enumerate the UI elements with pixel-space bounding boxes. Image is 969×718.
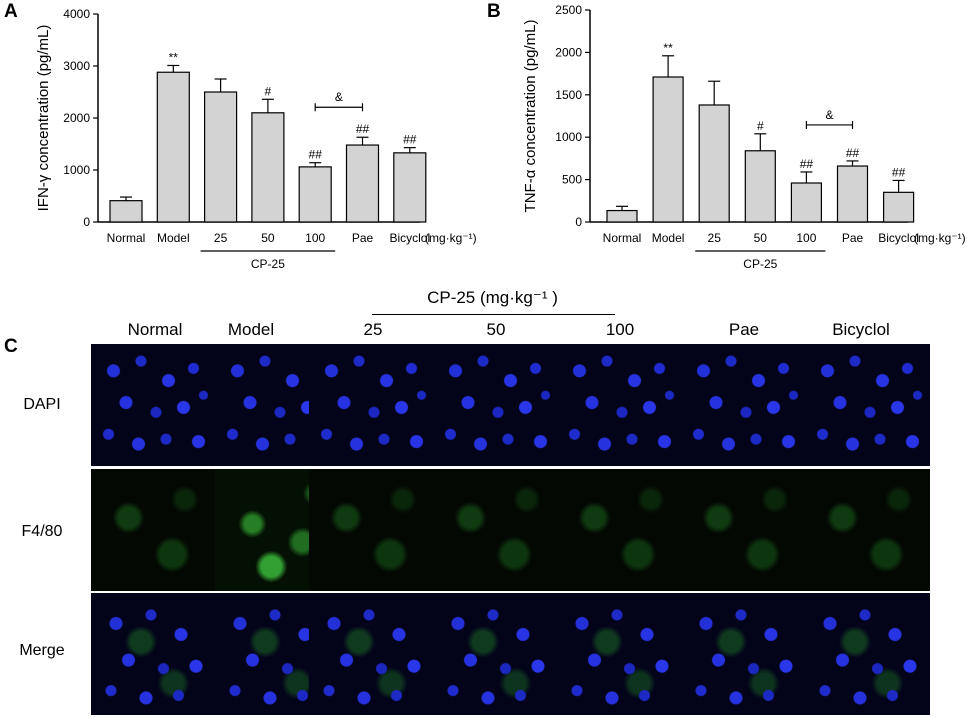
bar-model bbox=[652, 76, 684, 223]
micrograph-dapi-bicyclol bbox=[805, 344, 930, 466]
chart-a-ifn-gamma: 0 1000 2000 3000 4000 IFN-γ concentration (pg… bbox=[35, 7, 477, 271]
bar-bicyclol bbox=[882, 191, 915, 223]
x-tick-label: 50 bbox=[261, 231, 275, 245]
micrograph-dapi-50 bbox=[433, 344, 558, 466]
significance-marker: # bbox=[757, 119, 764, 133]
micrograph-f480-100 bbox=[557, 469, 682, 591]
col-label-50: 50 bbox=[486, 320, 506, 339]
group-label: CP-25 bbox=[251, 257, 285, 271]
row-label-dapi: DAPI bbox=[23, 396, 61, 413]
micrograph-merge-normal bbox=[91, 593, 216, 715]
micrograph-f480-bicyclol bbox=[805, 469, 930, 591]
x-tick-label: Normal bbox=[107, 231, 146, 245]
micrograph-dapi-100 bbox=[557, 344, 682, 466]
y-tick-label: 2000 bbox=[63, 111, 90, 125]
col-label-normal: Normal bbox=[127, 320, 183, 339]
chart-b-y-label: TNF-α concentration (pg/mL) bbox=[522, 20, 539, 213]
y-tick-label: 4000 bbox=[63, 7, 90, 21]
row-label-merge: Merge bbox=[19, 642, 65, 659]
y-tick-label: 3000 bbox=[63, 59, 90, 73]
bar-100 bbox=[298, 166, 332, 223]
y-tick-label: 2500 bbox=[555, 3, 582, 17]
micrograph-dapi-pae bbox=[681, 344, 806, 466]
significance-marker: ## bbox=[846, 146, 860, 160]
bar-pae bbox=[836, 165, 869, 223]
group-label: CP-25 bbox=[743, 257, 777, 271]
row-label-f480: F4/80 bbox=[21, 523, 63, 540]
micrograph-dapi-normal bbox=[91, 344, 216, 466]
x-tick-label: Bicyclol bbox=[389, 231, 430, 245]
bar-bicyclol bbox=[393, 152, 427, 223]
col-label-bicyclol: Bicyclol bbox=[832, 320, 890, 339]
chart-a-unit-label: (mg·kg⁻¹) bbox=[425, 231, 477, 245]
significance-marker: ## bbox=[309, 148, 323, 162]
panel-label-c: C bbox=[4, 336, 18, 357]
significance-marker: ## bbox=[356, 122, 370, 136]
bar-25 bbox=[204, 91, 238, 223]
micrograph-dapi-25 bbox=[309, 344, 434, 466]
col-label-pae: Pae bbox=[728, 320, 760, 339]
col-label-100: 100 bbox=[605, 320, 635, 339]
micrograph-f480-normal bbox=[91, 469, 216, 591]
significance-marker: ** bbox=[663, 41, 673, 55]
micrograph-merge-100 bbox=[557, 593, 682, 715]
bar-normal bbox=[606, 209, 638, 223]
bar-pae bbox=[345, 144, 380, 223]
x-tick-label: 50 bbox=[754, 231, 768, 245]
y-tick-label: 1000 bbox=[555, 130, 582, 144]
y-tick-label: 0 bbox=[575, 215, 582, 229]
bar-50 bbox=[251, 112, 285, 223]
micrograph-f480-pae bbox=[681, 469, 806, 591]
x-tick-label: Pae bbox=[842, 231, 864, 245]
y-tick-label: 1000 bbox=[63, 163, 90, 177]
significance-marker: ## bbox=[892, 165, 906, 179]
micrograph-f480-50 bbox=[433, 469, 558, 591]
panel-label-b: B bbox=[487, 1, 501, 22]
x-tick-label: Pae bbox=[352, 231, 374, 245]
x-tick-label: 25 bbox=[708, 231, 722, 245]
col-label-25: 25 bbox=[363, 320, 383, 339]
x-tick-label: Model bbox=[652, 231, 685, 245]
bar-model bbox=[156, 71, 190, 223]
comparison-marker: & bbox=[335, 90, 343, 104]
x-tick-label: 100 bbox=[796, 231, 816, 245]
x-tick-label: 100 bbox=[305, 231, 325, 245]
significance-marker: ## bbox=[800, 157, 814, 171]
col-label-model: Model bbox=[227, 320, 275, 339]
chart-b-unit-label: (mg·kg⁻¹) bbox=[914, 231, 966, 245]
bar-100 bbox=[790, 182, 823, 223]
micrograph-f480-25 bbox=[309, 469, 434, 591]
y-tick-label: 1500 bbox=[555, 88, 582, 102]
comparison-marker: & bbox=[825, 108, 833, 122]
chart-a-y-label: IFN-γ concentration (pg/mL) bbox=[35, 25, 52, 212]
y-tick-label: 0 bbox=[83, 215, 90, 229]
bar-25 bbox=[698, 104, 730, 223]
bar-normal bbox=[109, 200, 143, 223]
x-tick-label: Model bbox=[157, 231, 190, 245]
y-tick-label: 500 bbox=[562, 173, 582, 187]
x-tick-label: Bicyclol bbox=[878, 231, 919, 245]
micrograph-merge-bicyclol bbox=[805, 593, 930, 715]
panel-label-a: A bbox=[4, 1, 18, 22]
panel-c-immunofluorescence: C CP-25 (mg·kg⁻¹ ) Normal Model 25 50 10… bbox=[0, 280, 969, 718]
significance-marker: ** bbox=[169, 50, 179, 64]
micrograph-merge-pae bbox=[681, 593, 806, 715]
micrograph-merge-25 bbox=[309, 593, 434, 715]
x-tick-label: Normal bbox=[603, 231, 642, 245]
bar-50 bbox=[744, 150, 776, 223]
significance-marker: ## bbox=[403, 133, 417, 147]
cp25-group-line bbox=[372, 314, 615, 315]
micrograph-merge-50 bbox=[433, 593, 558, 715]
y-tick-label: 2000 bbox=[555, 45, 582, 59]
chart-b-tnf-alpha: 0 500 1000 1500 2000 2500 TNF-α concentration … bbox=[522, 3, 966, 271]
x-tick-label: 25 bbox=[214, 231, 228, 245]
cp25-group-title: CP-25 (mg·kg⁻¹ ) bbox=[427, 288, 558, 307]
significance-marker: # bbox=[265, 84, 272, 98]
